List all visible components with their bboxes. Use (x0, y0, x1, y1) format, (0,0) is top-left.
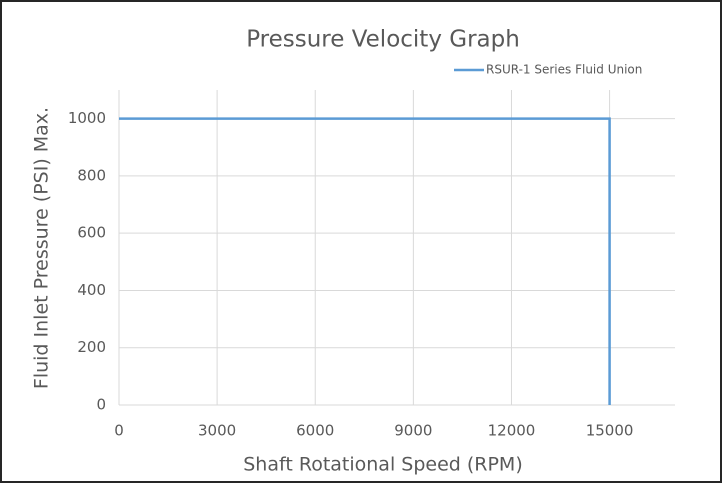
y-tick-label: 400 (77, 281, 106, 299)
y-axis-label: Fluid Inlet Pressure (PSI) Max. (31, 107, 53, 389)
y-tick-label: 600 (77, 224, 106, 242)
x-axis-label: Shaft Rotational Speed (RPM) (243, 454, 523, 476)
x-tick-label: 3000 (198, 422, 236, 440)
y-tick-label: 1000 (68, 109, 106, 127)
x-tick-label: 12000 (488, 422, 536, 440)
y-tick-label: 800 (77, 166, 106, 184)
chart-title: Pressure Velocity Graph (246, 27, 520, 53)
legend-label: RSUR-1 Series Fluid Union (486, 63, 642, 77)
y-tick-label: 0 (96, 396, 106, 414)
x-tick-label: 6000 (296, 422, 334, 440)
series-line (119, 117, 611, 405)
y-tick-label: 200 (77, 338, 106, 356)
x-tick-label: 15000 (586, 422, 634, 440)
x-tick-label: 9000 (394, 422, 432, 440)
x-tick-label: 0 (114, 422, 124, 440)
